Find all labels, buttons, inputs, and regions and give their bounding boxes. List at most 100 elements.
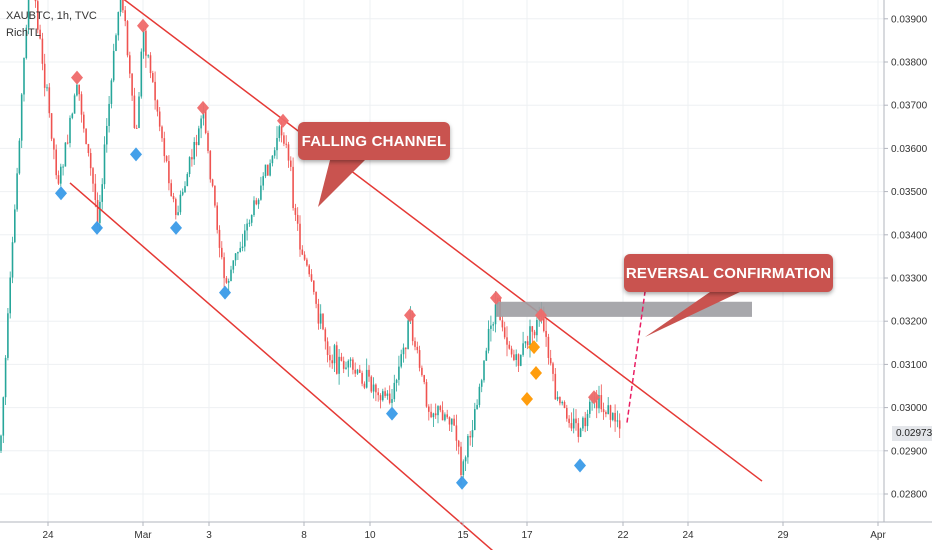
candle-body: [609, 405, 612, 420]
candle-body: [319, 313, 322, 324]
swing-low-marker: [456, 475, 468, 490]
time-tick-label: 17: [521, 530, 533, 541]
candle-body: [154, 81, 156, 101]
candle-body: [561, 402, 563, 404]
candle-body: [572, 418, 575, 429]
candle-body: [9, 277, 11, 314]
candle-body: [434, 413, 437, 416]
candle-body: [23, 58, 25, 95]
candle-body: [50, 113, 53, 139]
candle-body: [425, 382, 428, 407]
candle-body: [163, 138, 166, 157]
candle-body: [467, 435, 469, 458]
candle-body: [614, 412, 616, 422]
candle-body: [331, 360, 333, 364]
candle-body: [241, 246, 244, 249]
candle-body: [333, 345, 336, 364]
candle-body: [531, 326, 534, 332]
candle-body: [53, 138, 55, 150]
candle-body: [329, 355, 331, 361]
candle-body: [492, 324, 494, 326]
price-tick-label: 0.03400: [891, 230, 928, 241]
candle-body: [342, 360, 345, 369]
candle-body: [607, 405, 609, 415]
candle-body: [80, 94, 83, 115]
candle-body: [340, 356, 343, 361]
time-tick-label: 3: [206, 530, 212, 541]
candle-body: [370, 376, 373, 392]
candle-body: [255, 200, 258, 205]
swing-high-marker: [588, 390, 600, 405]
candle-body: [296, 214, 299, 224]
candle-body: [398, 366, 400, 380]
price-tick-label: 0.03900: [891, 14, 928, 25]
candle-body: [152, 73, 154, 82]
candle-body: [207, 132, 209, 151]
candle-body: [78, 84, 80, 95]
pattern-marker: [528, 340, 540, 355]
candle-body: [315, 291, 317, 304]
candle-body: [198, 128, 200, 146]
candle-body: [526, 341, 529, 346]
candle-body: [46, 87, 48, 89]
candle-body: [487, 328, 490, 351]
price-tick-label: 0.03200: [891, 317, 928, 328]
candle-body: [103, 144, 106, 185]
channel-lower-line: [69, 182, 494, 550]
candle-body: [269, 163, 271, 176]
reversal-confirmation-callout: REVERSAL CONFIRMATION: [624, 254, 833, 292]
last-price-label: 0.02973: [892, 426, 932, 441]
candle-body: [85, 128, 87, 145]
candle-body: [14, 209, 16, 243]
swing-low-marker: [91, 220, 103, 235]
candle-body: [257, 199, 260, 205]
swing-high-marker: [404, 308, 416, 323]
price-tick-label: 0.02800: [891, 490, 928, 501]
candle-body: [547, 336, 550, 358]
candle-body: [172, 196, 175, 200]
candle-body: [349, 359, 352, 361]
candle-body: [441, 410, 444, 421]
candle-body: [55, 149, 57, 176]
candle-body: [508, 344, 511, 349]
candle-body: [524, 341, 527, 344]
indicator-label[interactable]: RichTL: [6, 27, 41, 39]
candle-body: [34, 0, 37, 2]
candle-body: [503, 327, 506, 338]
candle-body: [99, 201, 101, 223]
price-tick-label: 0.03500: [891, 187, 928, 198]
candle-body: [177, 212, 179, 216]
price-axis[interactable]: 0.02800 0.02900 0.03000 0.03100 0.03200 0.033…: [883, 0, 928, 522]
candle-body: [483, 360, 485, 381]
price-tick-label: 0.03700: [891, 101, 928, 112]
candle-body: [363, 383, 366, 388]
candle-body: [618, 420, 621, 429]
candle-body: [453, 418, 455, 426]
candle-body: [92, 168, 94, 184]
candle-body: [455, 425, 458, 441]
time-tick-label: Mar: [134, 530, 152, 541]
candle-body: [64, 142, 67, 167]
candle-body: [7, 313, 9, 358]
candle-body: [552, 363, 554, 374]
candle-body: [37, 1, 39, 30]
candle-body: [356, 369, 359, 374]
candle-body: [598, 395, 600, 409]
candle-body: [375, 384, 377, 393]
time-axis[interactable]: 24 Mar 3 8 10 15 17 22 24 29 Apr: [0, 521, 932, 541]
swing-low-marker: [170, 220, 182, 235]
candle-body: [464, 457, 467, 462]
candle-body: [359, 369, 361, 373]
candle-body: [446, 414, 448, 418]
candle-body: [43, 63, 46, 88]
candle-body: [338, 356, 340, 374]
candle-body: [549, 357, 552, 364]
time-tick-label: 22: [617, 530, 629, 541]
candle-body: [556, 396, 559, 400]
candle-body: [221, 247, 223, 258]
candle-body: [191, 157, 193, 160]
candle-body: [244, 230, 246, 247]
candle-body: [352, 359, 354, 370]
candle-body: [382, 391, 384, 401]
